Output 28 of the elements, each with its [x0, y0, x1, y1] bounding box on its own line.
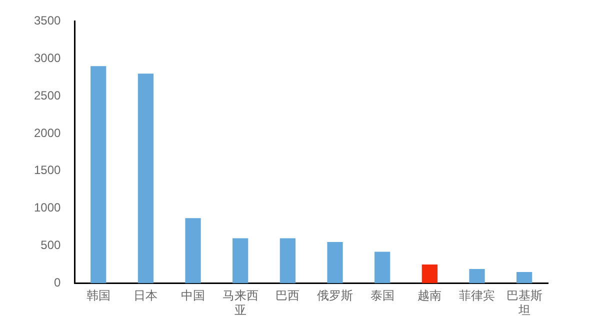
bar [232, 238, 248, 284]
x-tick-label: 巴基斯坦 [506, 288, 542, 317]
x-tick-label: 马来西亚 [222, 288, 258, 317]
bar [327, 242, 343, 284]
x-tick-label: 巴西 [276, 288, 300, 303]
x-tick-label: 日本 [134, 288, 158, 303]
y-tick-label: 2500 [34, 88, 62, 102]
y-tick-label: 500 [40, 238, 62, 252]
x-tick-label: 中国 [181, 288, 206, 303]
x-tick-label: 越南 [418, 288, 442, 303]
bar [185, 218, 201, 284]
x-tick-label: 韩国 [86, 288, 110, 303]
bar [138, 74, 154, 284]
bar [90, 66, 106, 284]
bar [516, 272, 532, 284]
y-tick-label: 0 [54, 276, 62, 290]
bar [374, 252, 390, 284]
bar [422, 264, 438, 284]
bar [280, 238, 296, 284]
y-tick-label: 2000 [34, 126, 62, 140]
bar [469, 268, 485, 284]
y-tick-label: 3500 [34, 14, 62, 28]
x-tick-label: 泰国 [370, 288, 394, 303]
y-tick-label: 3000 [34, 50, 62, 65]
x-tick-label: 菲律宾 [459, 288, 496, 303]
x-tick-label: 俄罗斯 [317, 288, 354, 303]
y-tick-label: 1000 [34, 200, 62, 215]
y-tick-label: 1500 [34, 163, 62, 178]
